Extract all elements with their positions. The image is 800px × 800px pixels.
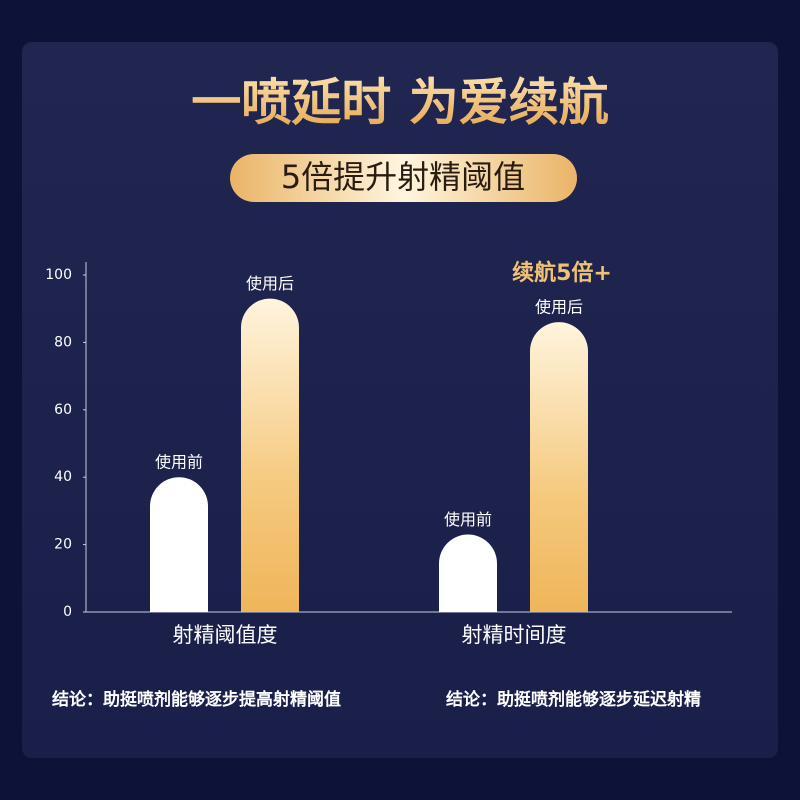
- subtitle: 5倍提升射精阈值: [281, 158, 525, 196]
- bar-label: 使用后: [535, 298, 583, 317]
- conclusion: 结论：助挺喷剂能够逐步延迟射精: [446, 689, 701, 710]
- bar-label: 使用前: [155, 453, 203, 472]
- subtitle-pill: [230, 154, 577, 202]
- bar-label: 使用前: [444, 510, 492, 529]
- y-tick-label: 60: [54, 402, 72, 418]
- bar: [439, 534, 497, 612]
- card: [22, 42, 778, 758]
- y-tick-label: 20: [54, 537, 72, 553]
- annotation: 续航5倍+: [512, 260, 612, 286]
- y-tick-label: 40: [54, 469, 72, 485]
- x-tick-label: 射精阈值度: [173, 623, 278, 647]
- bar: [241, 298, 299, 612]
- bar: [150, 477, 208, 612]
- conclusion: 结论：助挺喷剂能够逐步提高射精阈值: [52, 689, 341, 710]
- bar-label: 使用后: [246, 274, 294, 293]
- y-tick-label: 0: [63, 604, 72, 620]
- y-tick-label: 100: [45, 267, 72, 283]
- bar: [530, 322, 588, 612]
- x-tick-label: 射精时间度: [462, 623, 567, 647]
- chart-title: 一喷延时 为爱续航: [191, 74, 608, 132]
- y-tick-label: 80: [54, 334, 72, 350]
